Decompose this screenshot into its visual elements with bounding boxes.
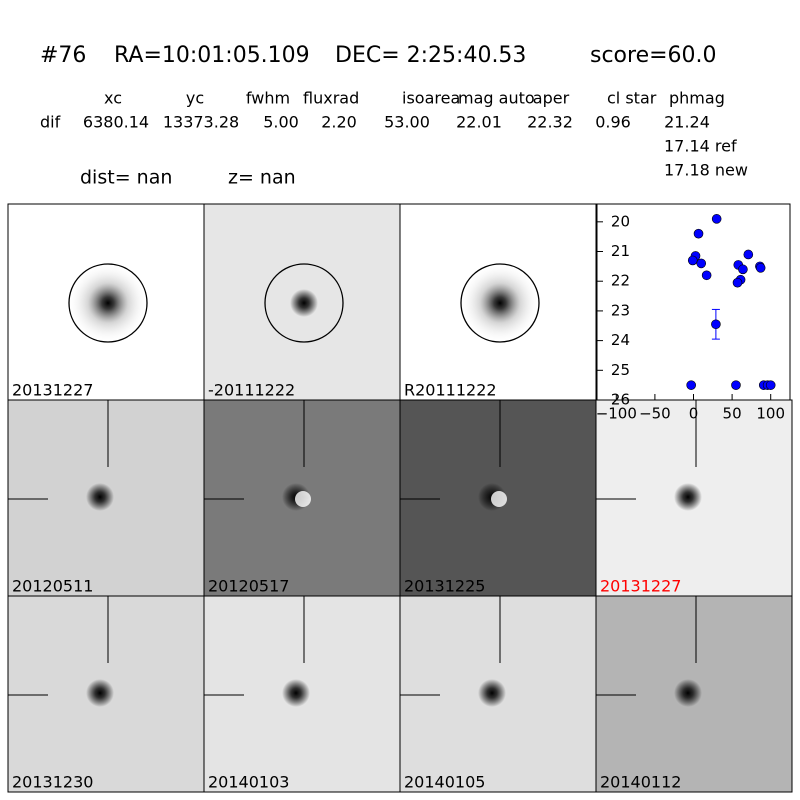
x-tick-label: 100 xyxy=(756,405,785,423)
point xyxy=(731,380,741,390)
image-panel: 20120511 xyxy=(7,399,205,597)
column-header: fwhm xyxy=(246,89,290,108)
panels: 20131227 -20111222 R20111222 20120511 201205… xyxy=(7,203,793,793)
y-tick-label: 26 xyxy=(611,391,630,409)
source xyxy=(478,679,506,707)
y-tick-label: 21 xyxy=(611,242,630,260)
aperture xyxy=(68,263,148,343)
y-tick-label: 25 xyxy=(611,361,630,379)
point xyxy=(693,228,704,239)
panel-label: 20131227 xyxy=(12,381,93,400)
image-panel: -20111222 xyxy=(203,203,401,401)
column-header: cl star xyxy=(607,89,657,108)
source xyxy=(282,679,310,707)
row-label: dif xyxy=(40,113,61,132)
image-panel: 20131227 xyxy=(7,203,205,401)
dec: DEC= 2:25:40.53 xyxy=(335,43,526,68)
object-id: #76 xyxy=(40,43,86,68)
panel-label: 20140112 xyxy=(600,773,681,792)
point xyxy=(743,249,754,260)
x-tick-label: 0 xyxy=(689,405,699,423)
cell: 53.00 xyxy=(384,113,430,132)
z: z= nan xyxy=(228,167,296,189)
point xyxy=(738,264,748,275)
point xyxy=(765,380,776,390)
point xyxy=(687,255,698,266)
point xyxy=(701,270,712,281)
panel-label: 20120511 xyxy=(12,577,93,596)
y-tick-label: 22 xyxy=(611,272,630,290)
cell: 6380.14 xyxy=(83,113,149,132)
image-panel: 20131225 xyxy=(399,399,597,597)
panel-label: 20131225 xyxy=(404,577,485,596)
scatter-plot: 20 21 22 23 24 25 26−100 −50 0 50 100 xyxy=(596,203,791,423)
aperture xyxy=(264,263,344,343)
source-glow xyxy=(68,263,148,343)
dist: dist= nan xyxy=(80,167,172,189)
y-tick-label: 20 xyxy=(611,212,630,230)
source xyxy=(86,679,114,707)
panel-label: 20120517 xyxy=(208,577,289,596)
image-panel: 20131230 xyxy=(7,595,205,793)
header: #76 RA=10:01:05.109 DEC= 2:25:40.53 scor… xyxy=(40,43,717,189)
cell: 0.96 xyxy=(595,113,631,132)
cell: 22.01 xyxy=(456,113,502,132)
aperture xyxy=(460,263,540,343)
column-header: yc xyxy=(186,89,204,108)
source-glow xyxy=(460,263,540,343)
panel-label: 20140103 xyxy=(208,773,289,792)
column-header: fluxrad xyxy=(303,89,359,108)
cell: 2.20 xyxy=(321,113,357,132)
x-tick-label: 50 xyxy=(723,405,742,423)
plot-area xyxy=(596,203,791,401)
y-tick-label: 24 xyxy=(611,331,630,349)
image-panel: 20131227 xyxy=(595,399,793,597)
source-glow xyxy=(290,289,318,317)
panel-label: R20111222 xyxy=(404,381,497,400)
image-panel: 20140112 xyxy=(595,595,793,793)
source xyxy=(86,483,114,511)
y-tick-label: 23 xyxy=(611,301,630,319)
cell: 5.00 xyxy=(263,113,299,132)
cell: 13373.28 xyxy=(163,113,239,132)
score: score=60.0 xyxy=(590,43,717,68)
point xyxy=(732,277,743,288)
point xyxy=(711,214,722,224)
panel-label: 20131230 xyxy=(12,773,93,792)
point xyxy=(686,380,696,390)
column-header: xc xyxy=(104,89,122,108)
cell: 22.32 xyxy=(527,113,573,132)
panel-label: 20140105 xyxy=(404,773,485,792)
source xyxy=(674,679,702,707)
cell: 21.24 xyxy=(664,113,710,132)
column-header: mag auto xyxy=(458,89,535,108)
panel-label: 20131227 xyxy=(600,577,681,596)
image-panel: 20120517 xyxy=(203,399,401,597)
column-header: aper xyxy=(533,89,570,108)
source xyxy=(674,483,702,511)
x-tick-label: −50 xyxy=(639,405,671,423)
residual xyxy=(295,491,311,507)
ra: RA=10:01:05.109 xyxy=(114,43,310,68)
note: 17.14 ref xyxy=(664,137,737,156)
residual xyxy=(491,491,507,507)
panel-label: -20111222 xyxy=(208,381,295,400)
x-tick-label: −100 xyxy=(596,405,637,423)
image-panel: 20140103 xyxy=(203,595,401,793)
column-header: phmag xyxy=(669,89,725,108)
point xyxy=(711,319,721,330)
column-header: isoarea xyxy=(402,89,460,108)
note: 17.18 new xyxy=(664,161,748,180)
point xyxy=(755,263,766,273)
image-panel: 20140105 xyxy=(399,595,597,793)
image-panel: R20111222 xyxy=(399,203,597,401)
point xyxy=(696,258,707,269)
